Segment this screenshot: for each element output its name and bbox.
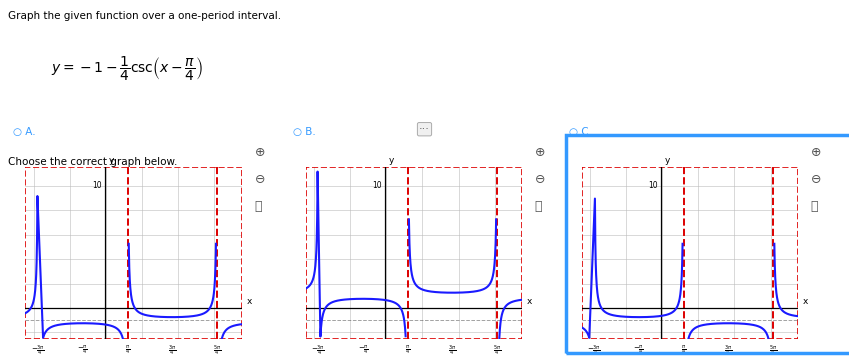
- Text: $\frac{\pi}{4}$: $\frac{\pi}{4}$: [681, 343, 686, 356]
- Text: ○ C.: ○ C.: [569, 127, 592, 136]
- Text: ⊖: ⊖: [811, 173, 821, 186]
- Text: $-\frac{3\pi}{4}$: $-\frac{3\pi}{4}$: [312, 343, 325, 357]
- Text: ⊕: ⊕: [535, 146, 545, 159]
- Text: $\frac{5\pi}{4}$: $\frac{5\pi}{4}$: [493, 343, 501, 357]
- Text: $\frac{3\pi}{4}$: $\frac{3\pi}{4}$: [168, 343, 177, 357]
- Text: ⧉: ⧉: [535, 200, 543, 213]
- Text: $\frac{5\pi}{4}$: $\frac{5\pi}{4}$: [769, 343, 777, 357]
- Text: y: y: [665, 156, 670, 165]
- Text: ⊖: ⊖: [255, 173, 265, 186]
- Text: x: x: [802, 297, 808, 306]
- Text: $\frac{3\pi}{4}$: $\frac{3\pi}{4}$: [448, 343, 457, 357]
- Text: Choose the correct graph below.: Choose the correct graph below.: [8, 157, 177, 166]
- Text: $-\frac{3\pi}{4}$: $-\frac{3\pi}{4}$: [31, 343, 45, 357]
- Text: $\frac{\pi}{4}$: $\frac{\pi}{4}$: [125, 343, 130, 356]
- Text: $y = -1 - \dfrac{1}{4}\csc\!\left(x-\dfrac{\pi}{4}\right)$: $y = -1 - \dfrac{1}{4}\csc\!\left(x-\dfr…: [51, 55, 203, 83]
- Text: x: x: [526, 297, 532, 306]
- Text: $-\frac{\pi}{4}$: $-\frac{\pi}{4}$: [357, 343, 368, 356]
- Text: $-\frac{3\pi}{4}$: $-\frac{3\pi}{4}$: [588, 343, 601, 357]
- Text: ⊕: ⊕: [811, 146, 821, 159]
- Text: $\frac{5\pi}{4}$: $\frac{5\pi}{4}$: [213, 343, 221, 357]
- Text: $\frac{3\pi}{4}$: $\frac{3\pi}{4}$: [724, 343, 733, 357]
- Text: y: y: [109, 156, 114, 165]
- Text: ○ B.: ○ B.: [293, 127, 316, 136]
- Text: ○ A.: ○ A.: [13, 127, 36, 136]
- Text: ···: ···: [419, 124, 430, 134]
- Text: ⧉: ⧉: [255, 200, 262, 213]
- Text: $\frac{\pi}{4}$: $\frac{\pi}{4}$: [405, 343, 410, 356]
- Text: ⊕: ⊕: [255, 146, 265, 159]
- Text: Graph the given function over a one-period interval.: Graph the given function over a one-peri…: [8, 11, 282, 21]
- Text: ⊖: ⊖: [535, 173, 545, 186]
- Text: 10: 10: [93, 181, 102, 190]
- Text: 10: 10: [649, 181, 658, 190]
- Text: ⧉: ⧉: [811, 200, 818, 213]
- Text: $-\frac{\pi}{4}$: $-\frac{\pi}{4}$: [77, 343, 88, 356]
- Text: y: y: [389, 156, 394, 165]
- Text: x: x: [246, 297, 252, 306]
- Text: 10: 10: [373, 181, 382, 190]
- Text: $-\frac{\pi}{4}$: $-\frac{\pi}{4}$: [633, 343, 644, 356]
